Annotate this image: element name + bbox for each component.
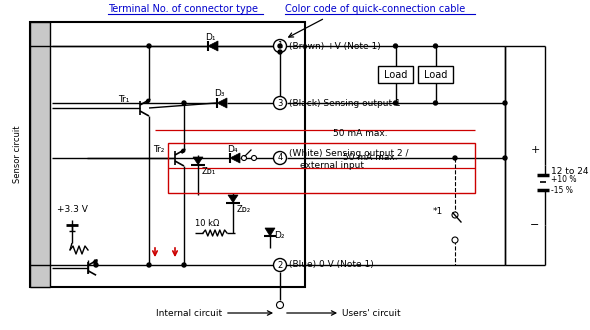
Circle shape	[434, 101, 438, 105]
Text: Tr₁: Tr₁	[118, 95, 129, 105]
Text: Sensor circuit: Sensor circuit	[14, 126, 22, 183]
Text: +10 %
-15 %: +10 % -15 %	[551, 175, 576, 195]
Circle shape	[147, 44, 151, 48]
Circle shape	[452, 237, 458, 243]
Circle shape	[274, 96, 287, 110]
Text: Zᴅ₁: Zᴅ₁	[202, 167, 217, 176]
Circle shape	[452, 212, 458, 218]
Polygon shape	[208, 41, 218, 51]
FancyArrow shape	[93, 260, 97, 264]
Circle shape	[94, 263, 98, 267]
Text: +3.3 V: +3.3 V	[57, 206, 88, 214]
Circle shape	[274, 258, 287, 272]
Text: 4: 4	[277, 153, 283, 162]
Text: 3: 3	[277, 98, 283, 108]
Text: 2: 2	[277, 260, 283, 270]
Text: D₁: D₁	[205, 32, 215, 42]
Polygon shape	[230, 153, 240, 163]
Bar	[168, 143, 475, 193]
Circle shape	[278, 50, 282, 54]
Text: −: −	[530, 220, 540, 230]
Text: +: +	[530, 145, 540, 155]
Circle shape	[182, 263, 186, 267]
Circle shape	[394, 44, 398, 48]
Text: D₃: D₃	[214, 89, 224, 98]
Polygon shape	[265, 228, 275, 236]
Circle shape	[434, 44, 438, 48]
Circle shape	[251, 155, 257, 160]
Text: *1: *1	[433, 208, 443, 216]
Circle shape	[503, 101, 507, 105]
FancyArrow shape	[181, 149, 185, 153]
Polygon shape	[228, 195, 238, 203]
Polygon shape	[193, 157, 203, 164]
Text: external input: external input	[300, 160, 364, 170]
Text: 10 kΩ: 10 kΩ	[195, 219, 219, 228]
Text: (Black) Sensing output 1: (Black) Sensing output 1	[289, 98, 401, 108]
Circle shape	[182, 101, 186, 105]
Circle shape	[274, 151, 287, 164]
Text: Load: Load	[424, 70, 447, 80]
Text: 50 mA max.: 50 mA max.	[333, 128, 387, 138]
Circle shape	[147, 263, 151, 267]
Circle shape	[274, 40, 287, 52]
Circle shape	[277, 302, 284, 309]
Text: 1: 1	[277, 42, 283, 50]
Text: Internal circuit: Internal circuit	[156, 309, 222, 317]
Polygon shape	[217, 98, 227, 108]
FancyArrow shape	[146, 99, 150, 103]
Text: D₂: D₂	[274, 232, 284, 241]
Bar	[418, 66, 453, 83]
Text: Color code of quick-connection cable: Color code of quick-connection cable	[285, 4, 466, 14]
Text: Zᴅ₂: Zᴅ₂	[237, 205, 251, 214]
Bar	[378, 66, 413, 83]
Circle shape	[394, 101, 398, 105]
Text: Users' circuit: Users' circuit	[342, 309, 401, 317]
Text: Tr₂: Tr₂	[153, 146, 165, 154]
Bar	[30, 22, 50, 287]
Bar	[30, 22, 305, 287]
Text: Load: Load	[384, 70, 407, 80]
Text: 50 mA max.: 50 mA max.	[343, 152, 397, 161]
Circle shape	[503, 156, 507, 160]
Circle shape	[278, 44, 282, 48]
Text: (Brown) +V (Note 1): (Brown) +V (Note 1)	[289, 42, 381, 50]
Text: Terminal No. of connector type: Terminal No. of connector type	[108, 4, 258, 14]
Text: D₄: D₄	[227, 145, 237, 153]
Text: (Blue) 0 V (Note 1): (Blue) 0 V (Note 1)	[289, 260, 373, 270]
Circle shape	[241, 155, 247, 160]
Text: 12 to 24 V DC: 12 to 24 V DC	[551, 168, 590, 177]
Circle shape	[453, 156, 457, 160]
Text: (White) Sensing output 2 /: (White) Sensing output 2 /	[289, 148, 408, 157]
